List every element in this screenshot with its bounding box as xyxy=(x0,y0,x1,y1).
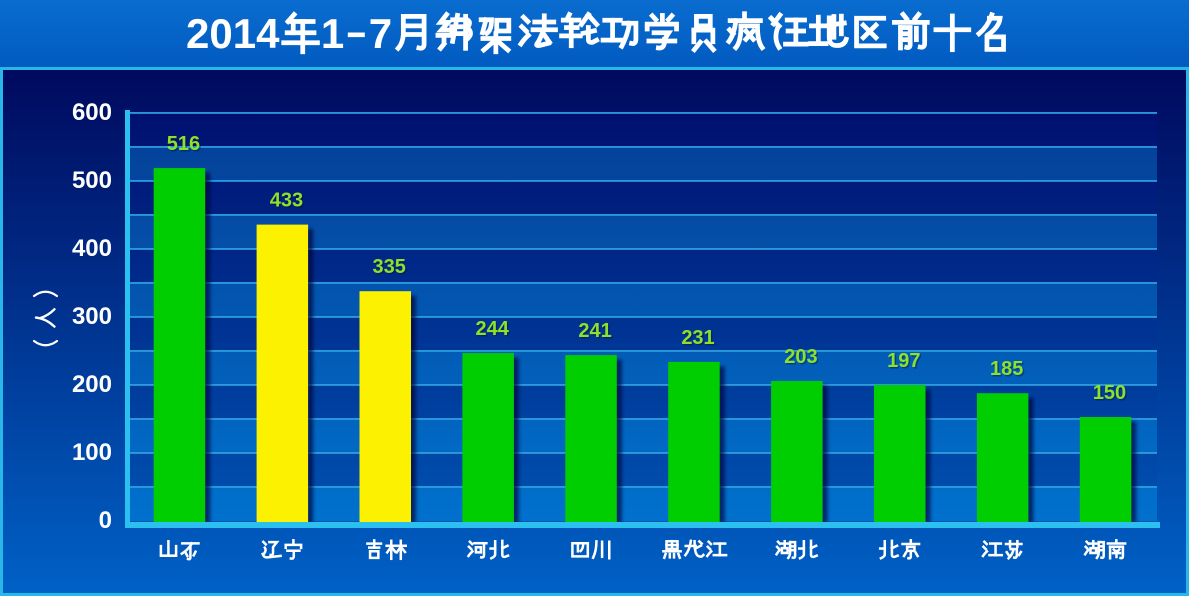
svg-text:203: 203 xyxy=(786,348,819,370)
svg-text:300: 300 xyxy=(72,303,112,330)
svg-text:231: 231 xyxy=(683,328,716,350)
svg-text:1: 1 xyxy=(321,10,344,57)
svg-text:0: 0 xyxy=(99,507,112,534)
svg-text:241: 241 xyxy=(580,322,613,344)
svg-text:2014: 2014 xyxy=(186,10,280,57)
svg-text:185: 185 xyxy=(990,358,1023,380)
svg-text:516: 516 xyxy=(167,133,200,155)
svg-text:197: 197 xyxy=(889,352,922,374)
svg-text:150: 150 xyxy=(1093,382,1126,404)
svg-text:244: 244 xyxy=(477,320,511,342)
svg-text:433: 433 xyxy=(270,190,303,212)
svg-text:7: 7 xyxy=(369,10,392,57)
svg-text:185: 185 xyxy=(992,360,1025,382)
svg-text:203: 203 xyxy=(784,346,817,368)
svg-text:200: 200 xyxy=(72,371,112,398)
svg-text:335: 335 xyxy=(374,258,407,280)
svg-text:500: 500 xyxy=(72,167,112,194)
svg-text:197: 197 xyxy=(887,350,920,372)
svg-text:100: 100 xyxy=(72,439,112,466)
svg-text:241: 241 xyxy=(578,320,611,342)
svg-text:231: 231 xyxy=(681,327,714,349)
svg-text:433: 433 xyxy=(271,191,304,213)
svg-text:600: 600 xyxy=(72,99,112,126)
svg-text:150: 150 xyxy=(1094,384,1127,406)
svg-text:400: 400 xyxy=(72,235,112,262)
svg-text:244: 244 xyxy=(476,318,510,340)
svg-text:516: 516 xyxy=(168,135,201,157)
svg-text:335: 335 xyxy=(373,256,406,278)
